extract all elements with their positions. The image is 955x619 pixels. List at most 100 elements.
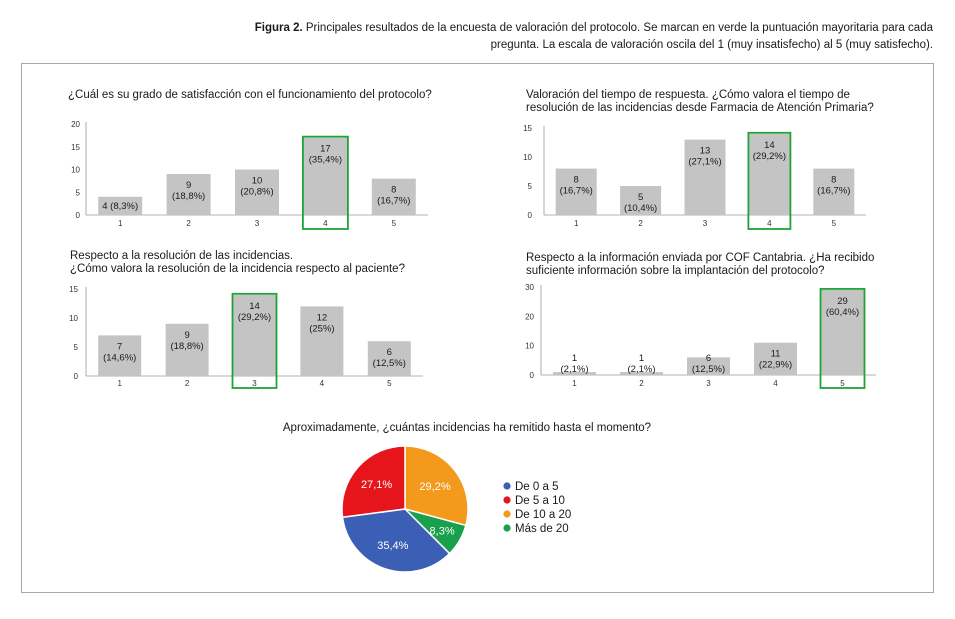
chart-4-data-label: (22,9%) — [759, 360, 792, 371]
chart-2-bar — [748, 133, 790, 215]
chart-2-bar — [555, 168, 597, 215]
figure-frame — [21, 63, 934, 593]
pie-title: Aproximadamente, ¿cuántas incidencias ha… — [283, 422, 651, 434]
chart-1-bar — [371, 178, 416, 215]
chart-4-x-tick: 2 — [639, 379, 644, 388]
chart-1-data-label: (18,8%) — [172, 191, 205, 202]
chart-3-x-tick: 5 — [387, 379, 392, 388]
chart-2-title-line: Valoración del tiempo de respuesta. ¿Cóm… — [526, 89, 850, 101]
chart-4-bar — [687, 357, 730, 375]
legend-entry: De 5 a 10 — [515, 495, 565, 507]
chart-2-data-label: 13 — [700, 146, 711, 157]
chart-4-data-label: 29 — [837, 296, 848, 307]
chart-2-x-tick: 4 — [767, 219, 772, 228]
chart-2-y-tick: 15 — [523, 124, 532, 133]
chart-3-data-label: (25%) — [309, 323, 334, 334]
chart-1-y-tick: 15 — [71, 143, 80, 152]
pie-slice-label: 8,3% — [430, 525, 455, 537]
chart-3-bar — [98, 335, 142, 376]
caption-prefix: Figura 2. — [254, 22, 303, 34]
chart-3-data-label: 9 — [184, 330, 189, 341]
chart-3-data-label: 12 — [317, 312, 328, 323]
chart-4-highlight-box — [819, 288, 866, 389]
chart-1-bar — [235, 169, 279, 215]
legend-entry: De 10 a 20 — [515, 509, 571, 521]
legend-marker — [503, 482, 511, 490]
chart-2-x-tick: 3 — [703, 219, 708, 228]
chart-1-x-tick: 4 — [323, 219, 328, 228]
chart-2-data-label: 5 — [638, 192, 643, 203]
chart-4-bar — [620, 372, 663, 375]
chart-1-highlight-box — [301, 135, 349, 230]
chart-1-x-tick: 1 — [118, 219, 123, 228]
figure-caption: Figura 2. Principales resultados de la e… — [233, 20, 933, 54]
chart-3-bar — [233, 294, 276, 376]
pie-slice — [341, 445, 406, 519]
chart-2-data-label: 8 — [574, 175, 579, 186]
chart-1-y-tick: 0 — [76, 211, 81, 220]
pie-slice-label: 27,1% — [361, 479, 392, 491]
chart-4-bar — [553, 372, 596, 375]
chart-3-x-tick: 2 — [185, 379, 190, 388]
chart-3-data-label: (18,8%) — [170, 341, 203, 352]
chart-1-bar — [98, 196, 143, 215]
chart-2-data-label: (27,1%) — [688, 157, 721, 168]
chart-3-data-label: 14 — [249, 301, 260, 312]
chart-1-bar — [303, 137, 348, 215]
chart-3-y-tick: 5 — [74, 343, 79, 352]
chart-4-x-tick: 1 — [572, 379, 577, 388]
chart-3-bar — [165, 323, 209, 376]
chart-3-data-label: (14,6%) — [103, 352, 136, 363]
chart-4-y-tick: 30 — [525, 283, 534, 292]
chart-4-data-label: 11 — [771, 349, 781, 360]
pie-slice — [341, 508, 451, 573]
chart-1-bar — [166, 174, 211, 215]
chart-1-data-label: 9 — [186, 180, 191, 191]
chart-4-data-label: 6 — [706, 353, 711, 364]
chart-4-title-line: Respecto a la información enviada por CO… — [526, 252, 874, 264]
chart-1-data-label: 10 — [252, 176, 263, 187]
chart-1-x-tick: 3 — [255, 219, 260, 228]
chart-2-data-label: (29,2%) — [753, 151, 786, 162]
chart-4-data-label: (2,1%) — [561, 364, 589, 375]
chart-2-bar — [813, 168, 855, 215]
chart-2-bar — [620, 186, 662, 215]
chart-3-data-label: 6 — [387, 347, 392, 358]
chart-2-bar — [684, 139, 726, 215]
chart-4-y-tick: 0 — [530, 371, 535, 380]
chart-1-data-label: (35,4%) — [309, 155, 342, 166]
chart-4-y-tick: 10 — [525, 342, 534, 351]
chart-4-title-line: suficiente información sobre la implanta… — [526, 265, 825, 277]
chart-4-bar — [754, 342, 797, 375]
chart-1-data-label: (20,8%) — [240, 187, 273, 198]
chart-2-x-tick: 5 — [832, 219, 837, 228]
chart-1-y-tick: 20 — [71, 120, 80, 129]
chart-2-y-tick: 5 — [528, 182, 533, 191]
chart-3-y-tick: 15 — [69, 285, 78, 294]
chart-2-title-line: resolución de las incidencias desde Farm… — [526, 102, 874, 114]
caption-text: Principales resultados de la encuesta de… — [305, 22, 933, 51]
chart-2-y-tick: 10 — [523, 153, 532, 162]
legend-entry: De 0 a 5 — [515, 481, 558, 493]
chart-4-y-tick: 20 — [525, 312, 534, 321]
chart-2-x-tick: 1 — [574, 219, 579, 228]
chart-1-x-tick: 2 — [186, 219, 191, 228]
chart-3-title-line: ¿Cómo valora la resolución de la inciden… — [70, 263, 405, 275]
chart-2-data-label: 14 — [764, 140, 775, 151]
chart-3-y-tick: 0 — [74, 372, 79, 381]
chart-4-data-label: 1 — [572, 353, 577, 364]
chart-2-data-label: (16,7%) — [817, 186, 850, 197]
legend-marker — [503, 524, 511, 532]
chart-4-x-tick: 4 — [773, 379, 778, 388]
chart-1-data-label: 4 (8,3%) — [102, 201, 138, 212]
chart-3-x-tick: 1 — [117, 379, 122, 388]
chart-2-data-label: (16,7%) — [560, 186, 593, 197]
chart-1-y-tick: 5 — [76, 188, 81, 197]
chart-2-y-tick: 0 — [528, 211, 533, 220]
chart-2-data-label: (10,4%) — [624, 203, 657, 214]
chart-2-data-label: 8 — [831, 175, 836, 186]
chart-3-x-tick: 4 — [320, 379, 325, 388]
chart-2-highlight-box — [747, 131, 792, 230]
chart-1-title-line: ¿Cuál es su grado de satisfacción con el… — [68, 89, 432, 101]
chart-4-data-label: (60,4%) — [826, 307, 859, 318]
